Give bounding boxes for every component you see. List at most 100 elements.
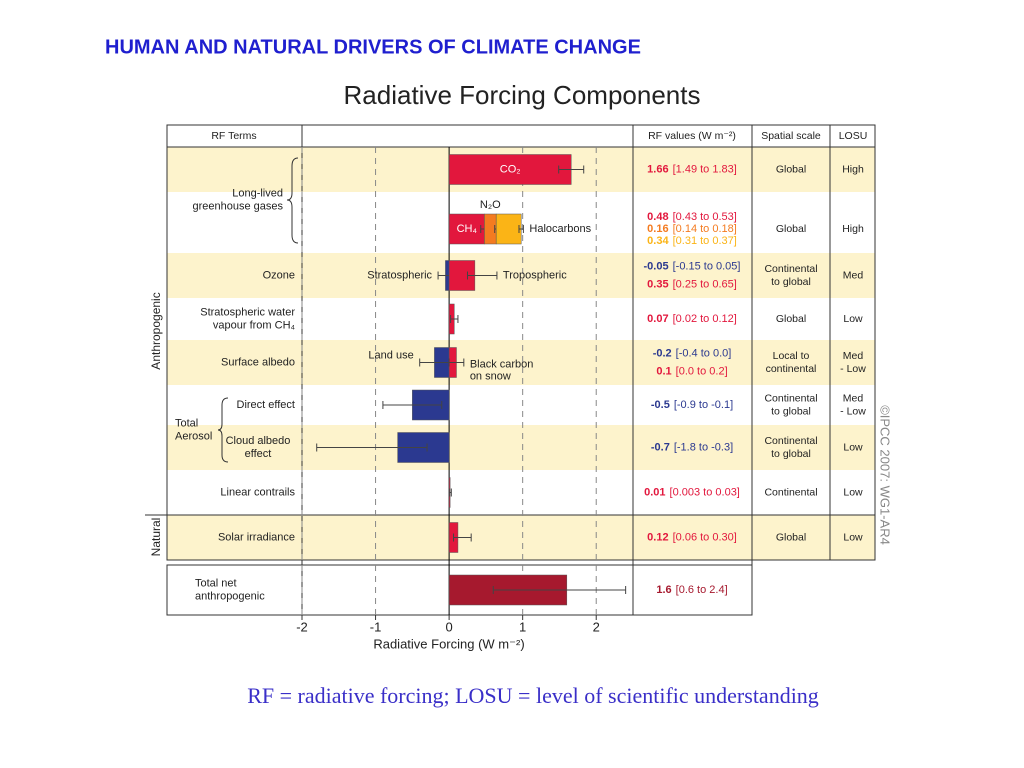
rf-value-range: [0.02 to 0.12] [673, 313, 737, 325]
rf-value-number: 0.35 [647, 278, 668, 290]
error-bar [492, 586, 627, 594]
losu: Low [843, 441, 863, 453]
losu: - Low [840, 363, 866, 375]
rf-term: Solar irradiance [218, 531, 295, 543]
rf-term: Linear contrails [220, 486, 295, 498]
rf-value-number: 1.66 [647, 163, 668, 175]
rf-term: Direct effect [237, 399, 296, 411]
error-bar [382, 401, 443, 409]
spatial-scale: Continental [764, 486, 817, 498]
row-background [167, 515, 875, 560]
group-label: Natural [149, 518, 163, 557]
x-tick-label: -2 [296, 619, 308, 634]
bar-label: on snow [470, 370, 511, 382]
rf-value-number: 0.1 [656, 365, 671, 377]
x-tick-label: -1 [370, 619, 382, 634]
chart-title: Radiative Forcing Components [344, 80, 701, 110]
x-tick-label: 0 [445, 619, 452, 634]
rf-value-range: [-0.9 to -0.1] [674, 399, 733, 411]
losu: Low [843, 313, 863, 325]
brace [286, 157, 299, 244]
rf-value-number: -0.2 [653, 347, 672, 359]
group-label: Anthropogenic [149, 292, 163, 369]
spatial-scale: to global [771, 405, 811, 417]
losu: Med [843, 269, 864, 281]
error-bar [453, 533, 472, 542]
slide-title: HUMAN AND NATURAL DRIVERS OF CLIMATE CHA… [105, 36, 641, 58]
row-background [167, 470, 875, 515]
bar-label: N₂O [480, 199, 501, 211]
rf-term: greenhouse gases [192, 200, 283, 212]
table-frame [166, 124, 876, 561]
rf-value: -0.5 [-0.9 to -0.1] [651, 399, 733, 411]
rf-value-range: [0.003 to 0.03] [670, 486, 740, 498]
error-bar [448, 358, 465, 367]
rf-value-number: -0.7 [651, 441, 670, 453]
spatial-scale: Global [776, 223, 806, 235]
rf-value: 1.66 [1.49 to 1.83] [647, 163, 737, 175]
losu: Low [843, 486, 863, 498]
rf-value-number: -0.05 [644, 260, 669, 272]
losu: High [842, 163, 864, 175]
credit: ©IPCC 2007: WG1-AR4 [878, 405, 893, 545]
rf-value: 0.34 [0.31 to 0.37] [647, 235, 737, 247]
group-label: Total [175, 417, 198, 429]
rf-value-number: -0.5 [651, 399, 670, 411]
rf-value-range: [0.6 to 2.4] [676, 584, 728, 596]
brace [217, 397, 229, 463]
rf-value-number: 0.12 [647, 531, 668, 543]
rf-value-range: [0.14 to 0.18] [673, 223, 737, 235]
rf-value-number: 0.48 [647, 211, 668, 223]
rf-value-range: [1.49 to 1.83] [673, 163, 737, 175]
rf-value-range: [0.0 to 0.2] [676, 365, 728, 377]
bar [448, 213, 485, 245]
spatial-scale: Local to [773, 350, 810, 362]
group-label: Aerosol [175, 430, 212, 442]
bar-label: Halocarbons [529, 223, 591, 235]
row-background [167, 253, 875, 298]
rf-value-range: [0.25 to 0.65] [673, 278, 737, 290]
x-tick-label: 1 [519, 619, 526, 634]
spatial-scale: Global [776, 531, 806, 543]
caption: RF = radiative forcing; LOSU = level of … [247, 683, 819, 708]
spatial-scale: Continental [764, 435, 817, 447]
bar-label: CH₄ [457, 223, 478, 235]
spatial-scale: Continental [764, 392, 817, 404]
rf-value-range: [-0.4 to 0.0] [676, 347, 732, 359]
rf-value: 0.01 [0.003 to 0.03] [644, 486, 740, 498]
rf-value: 0.1 [0.0 to 0.2] [656, 365, 727, 377]
error-bar [558, 165, 585, 174]
losu: Low [843, 531, 863, 543]
rf-value-number: 1.6 [656, 584, 671, 596]
rf-value-range: [0.31 to 0.37] [673, 235, 737, 247]
rf-value: -0.05 [-0.15 to 0.05] [644, 260, 741, 272]
spatial-scale: to global [771, 276, 811, 288]
rf-value-number: 0.07 [647, 313, 668, 325]
rf-term: Long-lived [232, 187, 283, 199]
spatial-scale: to global [771, 448, 811, 460]
column-header: Spatial scale [761, 130, 821, 142]
error-bar [316, 443, 428, 452]
row-background [167, 340, 875, 385]
losu: High [842, 223, 864, 235]
bar [448, 154, 572, 185]
rf-value-number: 0.34 [647, 235, 669, 247]
spatial-scale: continental [766, 363, 817, 375]
bar-label: Black carbon [470, 358, 534, 370]
losu: - Low [840, 405, 866, 417]
column-header: RF values (W m⁻²) [648, 130, 736, 142]
bar-label: Stratospheric [367, 269, 432, 281]
bar [495, 213, 522, 245]
losu: Med [843, 392, 864, 404]
rf-value-number: 0.16 [647, 223, 668, 235]
losu: Med [843, 350, 864, 362]
rf-value-range: [0.06 to 0.30] [673, 531, 737, 543]
rf-value: 0.12 [0.06 to 0.30] [647, 531, 737, 543]
row-background [167, 298, 875, 340]
rf-value: 1.6 [0.6 to 2.4] [656, 584, 727, 596]
rf-value-range: [-1.8 to -0.3] [674, 441, 733, 453]
rf-value: 0.16 [0.14 to 0.18] [647, 223, 737, 235]
rf-value: -0.2 [-0.4 to 0.0] [653, 347, 732, 359]
rf-value: 0.07 [0.02 to 0.12] [647, 313, 737, 325]
